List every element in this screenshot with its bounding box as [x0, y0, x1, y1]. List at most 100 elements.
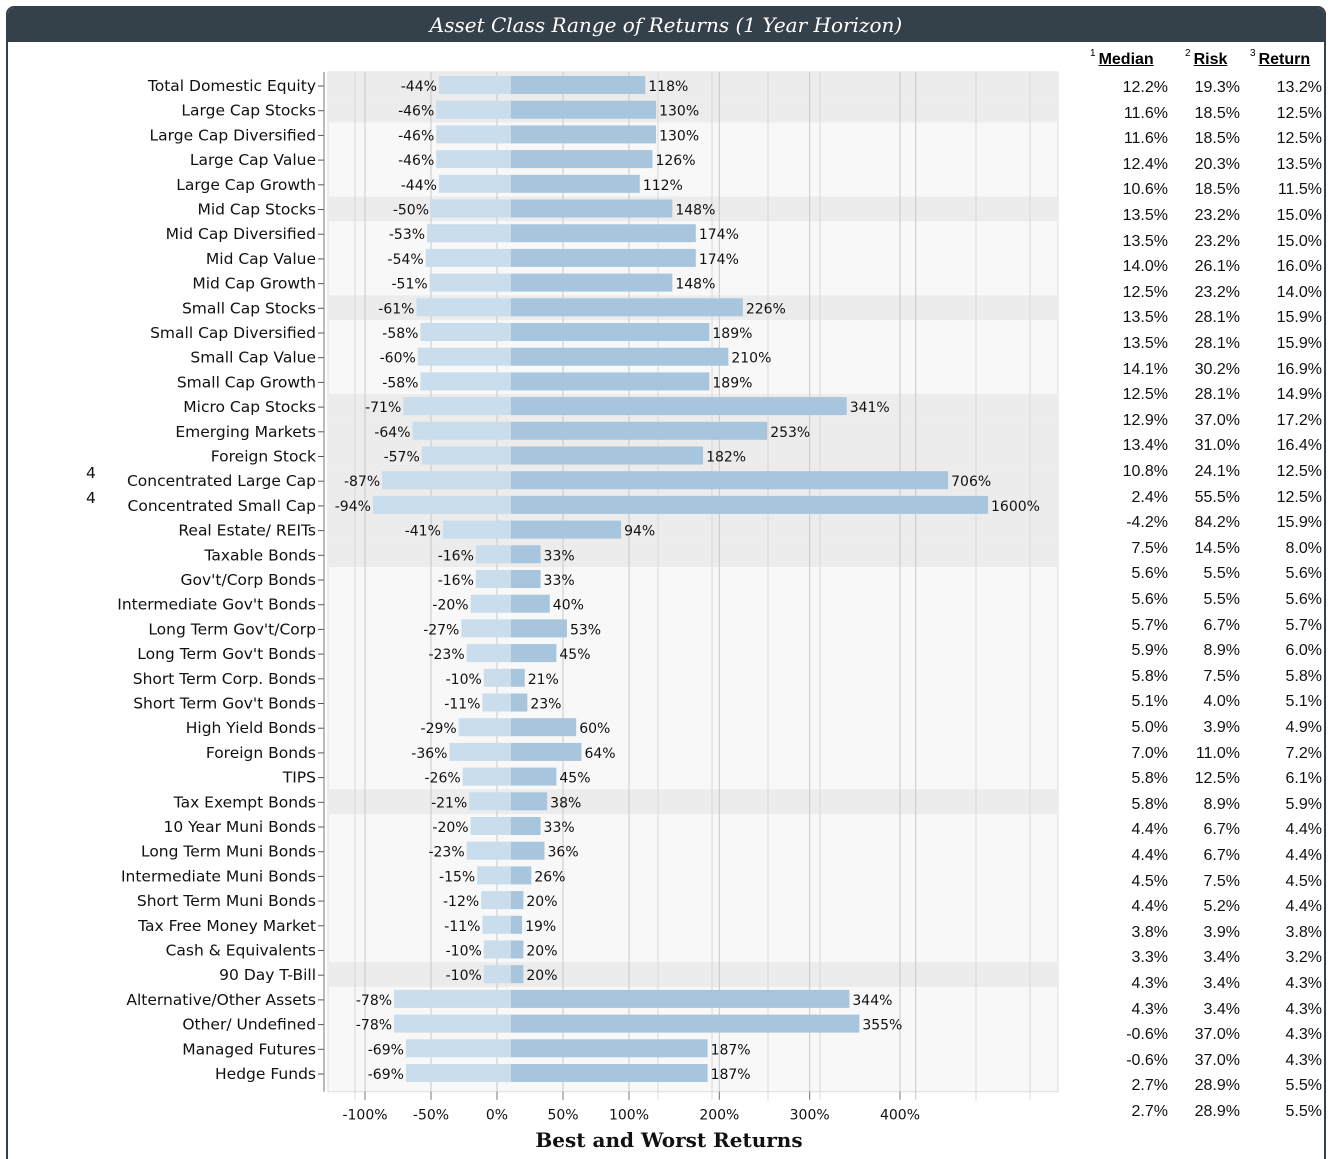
- best-bar: [511, 248, 696, 267]
- return-cell: 4.4%: [1285, 821, 1322, 839]
- best-value-label: 148%: [675, 277, 715, 293]
- row-label: Intermediate Gov't Bonds: [117, 596, 316, 614]
- return-cell: 4.5%: [1285, 872, 1322, 890]
- median-cell: 13.4%: [1122, 437, 1168, 455]
- median-cell: 4.4%: [1131, 847, 1168, 864]
- row-label: Intermediate Muni Bonds: [121, 867, 316, 885]
- best-value-label: 20%: [526, 894, 557, 910]
- best-value-label: 94%: [624, 524, 655, 540]
- stats-row: 13.5% 28.1% 15.9%: [1088, 335, 1328, 360]
- best-value-label: 36%: [548, 845, 579, 861]
- median-cell: -4.2%: [1126, 514, 1168, 532]
- stats-row: 13.4% 31.0% 16.4%: [1088, 437, 1328, 462]
- risk-cell: 55.5%: [1194, 488, 1240, 506]
- worst-value-label: -11%: [444, 919, 480, 935]
- worst-value-label: -44%: [401, 178, 437, 194]
- worst-value-label: -94%: [335, 499, 371, 515]
- worst-bar: [436, 100, 511, 119]
- worst-bar: [425, 248, 511, 267]
- return-cell: 3.8%: [1285, 923, 1322, 941]
- return-cell: 4.3%: [1285, 975, 1322, 992]
- worst-value-label: -78%: [356, 1018, 392, 1034]
- median-cell: 10.8%: [1122, 463, 1168, 480]
- risk-cell: 18.5%: [1194, 104, 1240, 122]
- worst-value-label: -23%: [428, 647, 464, 663]
- median-cell: 5.8%: [1131, 667, 1168, 685]
- stats-header: 1 Median 2 Risk 3 Return: [1088, 48, 1328, 75]
- return-cell: 5.9%: [1285, 795, 1322, 813]
- median-cell: 3.8%: [1131, 923, 1168, 941]
- worst-bar: [405, 1039, 511, 1058]
- worst-bar: [475, 570, 511, 588]
- risk-cell: 37.0%: [1194, 411, 1240, 429]
- return-cell: 11.5%: [1277, 181, 1322, 199]
- median-cell: 14.0%: [1122, 258, 1168, 276]
- worst-bar: [405, 1064, 511, 1082]
- best-value-label: 33%: [544, 548, 575, 564]
- best-bar: [511, 767, 557, 786]
- best-bar: [511, 965, 524, 984]
- worst-bar: [481, 891, 511, 910]
- worst-value-label: -64%: [374, 425, 410, 441]
- worst-bar: [482, 693, 511, 712]
- best-value-label: 226%: [746, 301, 786, 317]
- row-footnote: 4: [86, 489, 96, 507]
- best-bar: [511, 1039, 708, 1058]
- worst-value-label: -36%: [411, 746, 447, 762]
- return-cell: 15.0%: [1276, 232, 1322, 250]
- x-tick-label: 0%: [486, 1108, 508, 1124]
- stats-row: 3.3% 3.4% 3.2%: [1088, 949, 1328, 974]
- best-value-label: 187%: [711, 1067, 751, 1083]
- worst-bar: [438, 76, 511, 94]
- risk-cell: 14.5%: [1194, 539, 1240, 557]
- best-value-label: 33%: [544, 820, 575, 836]
- worst-bar: [475, 545, 511, 564]
- risk-cell: 19.3%: [1194, 79, 1240, 96]
- stats-row: 7.0% 11.0% 7.2%: [1088, 745, 1328, 770]
- row-label: Mid Cap Diversified: [166, 225, 316, 243]
- stats-row: 11.6% 18.5% 12.5%: [1088, 130, 1328, 155]
- row-label: Small Cap Value: [190, 349, 316, 367]
- stats-row: 12.2% 19.3% 13.2%: [1088, 79, 1328, 104]
- return-cell: 16.0%: [1276, 258, 1322, 276]
- best-bar: [511, 693, 528, 712]
- row-label: Large Cap Diversified: [150, 126, 316, 144]
- risk-cell: 28.1%: [1194, 309, 1240, 327]
- row-label: Concentrated Large Cap: [127, 472, 316, 490]
- risk-cell: 30.2%: [1194, 360, 1240, 378]
- median-cell: 12.5%: [1122, 386, 1168, 404]
- best-bar: [511, 1014, 860, 1033]
- best-value-label: 33%: [544, 573, 575, 589]
- row-label: Concentrated Small Cap: [128, 497, 316, 515]
- worst-value-label: -16%: [438, 573, 474, 589]
- worst-bar: [466, 644, 511, 663]
- worst-bar: [483, 965, 511, 984]
- best-bar: [511, 421, 768, 440]
- row-label: 10 Year Muni Bonds: [163, 818, 316, 836]
- stats-row: 13.5% 23.2% 15.0%: [1088, 207, 1328, 232]
- row-label: Tax Exempt Bonds: [173, 793, 316, 811]
- worst-value-label: -57%: [384, 450, 420, 466]
- stats-row: 4.4% 6.7% 4.4%: [1088, 821, 1328, 846]
- worst-bar: [420, 372, 511, 391]
- risk-cell: 12.5%: [1194, 770, 1240, 788]
- stats-row: 4.3% 3.4% 4.3%: [1088, 975, 1328, 1000]
- median-cell: 4.3%: [1131, 1000, 1168, 1018]
- median-cell: 7.0%: [1131, 744, 1168, 762]
- best-bar: [511, 471, 949, 490]
- stats-row: 13.5% 28.1% 15.9%: [1088, 309, 1328, 334]
- best-bar: [511, 619, 567, 638]
- row-label: Tax Free Money Market: [137, 917, 316, 935]
- return-cell: 16.9%: [1276, 360, 1322, 378]
- best-value-label: 40%: [553, 598, 584, 614]
- return-cell: 4.4%: [1285, 847, 1322, 864]
- best-value-label: 60%: [579, 721, 610, 737]
- best-bar: [511, 570, 541, 588]
- return-cell: 4.9%: [1285, 719, 1322, 736]
- stats-row: 10.8% 24.1% 12.5%: [1088, 463, 1328, 488]
- worst-value-label: -16%: [438, 548, 474, 564]
- return-cell: 16.4%: [1276, 437, 1322, 455]
- best-bar: [511, 446, 704, 465]
- worst-bar: [462, 767, 511, 786]
- return-cell: 14.0%: [1276, 283, 1322, 301]
